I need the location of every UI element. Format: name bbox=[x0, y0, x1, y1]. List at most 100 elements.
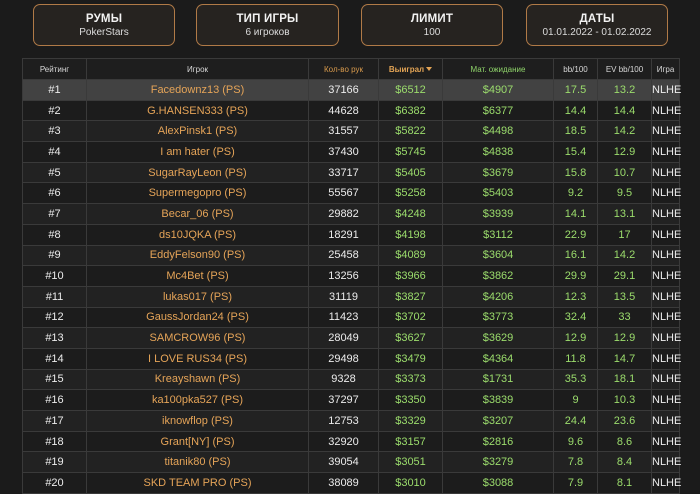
table-row[interactable]: #14 I LOVE RUS34 (PS) 29498 $3479 $4364 11.8 1… bbox=[22, 347, 681, 370]
player-link[interactable]: G.HANSEN333 (PS) bbox=[86, 99, 309, 122]
rank-cell: #2 bbox=[22, 99, 87, 122]
table-row[interactable]: #16 ka100pka527 (PS) 37297 $3350 $3839 9 10.3 N… bbox=[22, 389, 681, 411]
table-row[interactable]: #4 I am hater (PS) 37430 $5745 $4838 15.4 12.9… bbox=[22, 141, 681, 163]
table-row[interactable]: #6 Supermegopro (PS) 55567 $5258 $5403 9.2 9.5… bbox=[22, 182, 681, 205]
evbb100-column-header[interactable]: EV bb/100 bbox=[597, 58, 652, 80]
table-row[interactable]: #7 Becar_06 (PS) 29882 $4248 $3939 14.1 13.1 NL… bbox=[22, 203, 681, 225]
limit-filter-value: 100 bbox=[423, 26, 441, 38]
player-link[interactable]: Mc4Bet (PS) bbox=[86, 265, 309, 287]
player-link[interactable]: Facedownz13 (PS) bbox=[86, 79, 309, 101]
hands-cell: 13256 bbox=[308, 265, 379, 287]
table-row[interactable]: #8 ds10JQKA (PS) 18291 $4198 $3112 22.9 17 NLHE bbox=[22, 223, 681, 246]
rank-cell: #14 bbox=[22, 347, 87, 370]
bb100-cell: 35.3 bbox=[553, 368, 598, 391]
hands-cell: 55567 bbox=[308, 182, 379, 205]
ev-cell: $3679 bbox=[442, 161, 554, 184]
ev-cell: $3088 bbox=[442, 472, 554, 494]
ev-cell: $6377 bbox=[442, 99, 554, 122]
player-link[interactable]: I am hater (PS) bbox=[86, 141, 309, 163]
bb100-cell: 17.5 bbox=[553, 79, 598, 101]
player-link[interactable]: Supermegopro (PS) bbox=[86, 182, 309, 205]
table-row[interactable]: #12 GaussJordan24 (PS) 11423 $3702 $3773 32.4… bbox=[22, 306, 681, 329]
bb100-cell: 9 bbox=[553, 389, 598, 411]
player-link[interactable]: Grant[NY] (PS) bbox=[86, 430, 309, 453]
player-link[interactable]: lukas017 (PS) bbox=[86, 285, 309, 308]
player-link[interactable]: ds10JQKA (PS) bbox=[86, 223, 309, 246]
hands-cell: 29882 bbox=[308, 203, 379, 225]
won-column-header[interactable]: Выиграл bbox=[378, 58, 443, 80]
rank-cell: #5 bbox=[22, 161, 87, 184]
evbb100-cell: 8.4 bbox=[597, 451, 652, 474]
bb100-cell: 12.9 bbox=[553, 327, 598, 349]
hands-cell: 39054 bbox=[308, 451, 379, 474]
game-cell: NLHE bbox=[651, 410, 681, 432]
won-cell: $3010 bbox=[378, 472, 443, 494]
evbb100-cell: 29.1 bbox=[597, 265, 652, 287]
player-link[interactable]: EddyFelson90 (PS) bbox=[86, 244, 309, 267]
game-cell: NLHE bbox=[651, 389, 681, 411]
player-link[interactable]: SKD TEAM PRO (PS) bbox=[86, 472, 309, 494]
table-row[interactable]: #3 AlexPinsk1 (PS) 31557 $5822 $4498 18.5 14.2… bbox=[22, 120, 681, 143]
table-row[interactable]: #9 EddyFelson90 (PS) 25458 $4089 $3604 16.1 14… bbox=[22, 244, 681, 267]
evbb100-cell: 9.5 bbox=[597, 182, 652, 205]
hands-cell: 32920 bbox=[308, 430, 379, 453]
table-row[interactable]: #18 Grant[NY] (PS) 32920 $3157 $2816 9.6 8.6 NL… bbox=[22, 430, 681, 453]
won-cell: $6512 bbox=[378, 79, 443, 101]
ev-cell: $3839 bbox=[442, 389, 554, 411]
rank-cell: #11 bbox=[22, 285, 87, 308]
hands-cell: 11423 bbox=[308, 306, 379, 329]
table-row[interactable]: #11 lukas017 (PS) 31119 $3827 $4206 12.3 13.5 N… bbox=[22, 285, 681, 308]
ev-cell: $3112 bbox=[442, 223, 554, 246]
player-link[interactable]: I LOVE RUS34 (PS) bbox=[86, 347, 309, 370]
evbb100-cell: 17 bbox=[597, 223, 652, 246]
evbb100-cell: 18.1 bbox=[597, 368, 652, 391]
rooms-filter-value: PokerStars bbox=[79, 26, 129, 38]
ev-cell: $4364 bbox=[442, 347, 554, 370]
game-type-filter-button[interactable]: ТИП ИГРЫ 6 игроков bbox=[196, 4, 339, 46]
rank-column-header: Рейтинг bbox=[22, 58, 87, 80]
won-cell: $4198 bbox=[378, 223, 443, 246]
rank-cell: #12 bbox=[22, 306, 87, 329]
bb100-cell: 32.4 bbox=[553, 306, 598, 329]
hands-cell: 25458 bbox=[308, 244, 379, 267]
evbb100-cell: 23.6 bbox=[597, 410, 652, 432]
won-cell: $5405 bbox=[378, 161, 443, 184]
player-link[interactable]: iknowflop (PS) bbox=[86, 410, 309, 432]
limit-filter-button[interactable]: ЛИМИТ 100 bbox=[361, 4, 503, 46]
player-column-header: Игрок bbox=[86, 58, 309, 80]
hands-column-header[interactable]: Кол-во рук bbox=[308, 58, 379, 80]
table-row[interactable]: #2 G.HANSEN333 (PS) 44628 $6382 $6377 14.4 14.… bbox=[22, 99, 681, 122]
player-link[interactable]: SugarRayLeon (PS) bbox=[86, 161, 309, 184]
table-row[interactable]: #13 SAMCROW96 (PS) 28049 $3627 $3629 12.9 12.9… bbox=[22, 327, 681, 349]
table-row[interactable]: #10 Mc4Bet (PS) 13256 $3966 $3862 29.9 29.1 NLH… bbox=[22, 265, 681, 287]
ev-column-header[interactable]: Мат. ожидание bbox=[442, 58, 554, 80]
results-table-body: #1 Facedownz13 (PS) 37166 $6512 $4907 17.5 13.… bbox=[22, 79, 681, 494]
player-link[interactable]: ka100pka527 (PS) bbox=[86, 389, 309, 411]
rank-cell: #18 bbox=[22, 430, 87, 453]
rooms-filter-button[interactable]: РУМЫ PokerStars bbox=[33, 4, 175, 46]
rank-cell: #17 bbox=[22, 410, 87, 432]
table-row[interactable]: #1 Facedownz13 (PS) 37166 $6512 $4907 17.5 13.… bbox=[22, 79, 681, 101]
rank-cell: #3 bbox=[22, 120, 87, 143]
table-row[interactable]: #20 SKD TEAM PRO (PS) 38089 $3010 $3088 7.9 8.… bbox=[22, 472, 681, 494]
rank-cell: #6 bbox=[22, 182, 87, 205]
table-row[interactable]: #19 titanik80 (PS) 39054 $3051 $3279 7.8 8.4 NL… bbox=[22, 451, 681, 474]
bb100-column-header[interactable]: bb/100 bbox=[553, 58, 598, 80]
dates-filter-button[interactable]: ДАТЫ 01.01.2022 - 01.02.2022 bbox=[526, 4, 668, 46]
table-row[interactable]: #17 iknowflop (PS) 12753 $3329 $3207 24.4 23.6… bbox=[22, 410, 681, 432]
player-link[interactable]: SAMCROW96 (PS) bbox=[86, 327, 309, 349]
player-link[interactable]: Becar_06 (PS) bbox=[86, 203, 309, 225]
table-row[interactable]: #15 Kreayshawn (PS) 9328 $3373 $1731 35.3 18.1… bbox=[22, 368, 681, 391]
player-link[interactable]: Kreayshawn (PS) bbox=[86, 368, 309, 391]
rank-cell: #4 bbox=[22, 141, 87, 163]
won-cell: $3329 bbox=[378, 410, 443, 432]
player-link[interactable]: GaussJordan24 (PS) bbox=[86, 306, 309, 329]
bb100-cell: 15.4 bbox=[553, 141, 598, 163]
won-cell: $3627 bbox=[378, 327, 443, 349]
game-cell: NLHE bbox=[651, 182, 681, 205]
player-link[interactable]: titanik80 (PS) bbox=[86, 451, 309, 474]
hands-cell: 28049 bbox=[308, 327, 379, 349]
game-cell: NLHE bbox=[651, 203, 681, 225]
player-link[interactable]: AlexPinsk1 (PS) bbox=[86, 120, 309, 143]
table-row[interactable]: #5 SugarRayLeon (PS) 33717 $5405 $3679 15.8 10… bbox=[22, 161, 681, 184]
